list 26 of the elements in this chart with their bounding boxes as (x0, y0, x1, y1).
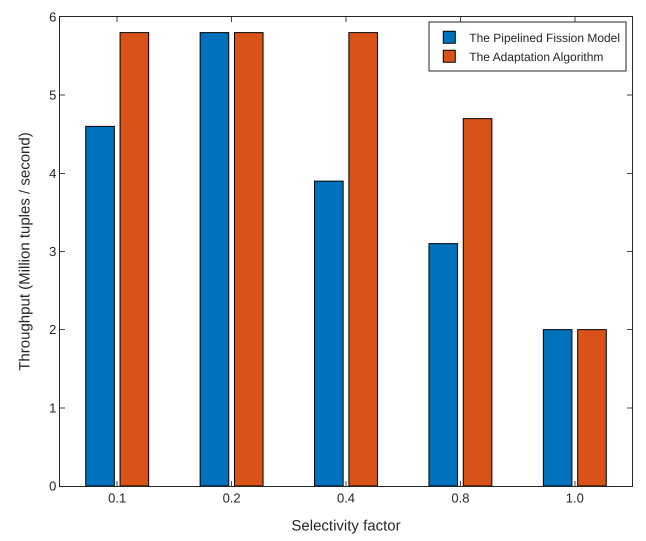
legend-label: The Adaptation Algorithm (469, 50, 604, 64)
bar (577, 329, 607, 486)
y-axis-title: Throughput (Million tuples / second) (16, 132, 34, 371)
y-tick-label: 5 (49, 88, 56, 103)
bar (542, 329, 572, 486)
x-axis-title: Selectivity factor (291, 518, 401, 535)
x-tick-label: 0.4 (336, 490, 356, 506)
bar (348, 32, 378, 486)
x-tick-label: 0.2 (222, 490, 241, 506)
bar (462, 118, 492, 486)
x-tick-label: 1.0 (566, 490, 584, 506)
y-tick-label: 3 (49, 244, 56, 260)
bar (85, 126, 115, 486)
y-tick-label: 4 (49, 166, 56, 181)
y-tick-label: 6 (49, 10, 56, 25)
bar (120, 32, 150, 486)
y-tick-label: 2 (49, 322, 56, 338)
x-tick-label: 0.8 (451, 490, 470, 506)
bar (200, 32, 230, 486)
y-tick-label: 1 (49, 400, 56, 416)
y-tick-label: 0 (49, 478, 56, 494)
bar (314, 180, 344, 486)
bar (428, 243, 458, 486)
legend-label: The Pipelined Fission Model (469, 30, 620, 45)
x-tick-label: 0.1 (108, 490, 126, 506)
bar (234, 32, 264, 486)
